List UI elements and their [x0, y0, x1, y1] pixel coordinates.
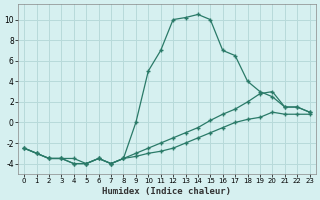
X-axis label: Humidex (Indice chaleur): Humidex (Indice chaleur) [102, 187, 231, 196]
